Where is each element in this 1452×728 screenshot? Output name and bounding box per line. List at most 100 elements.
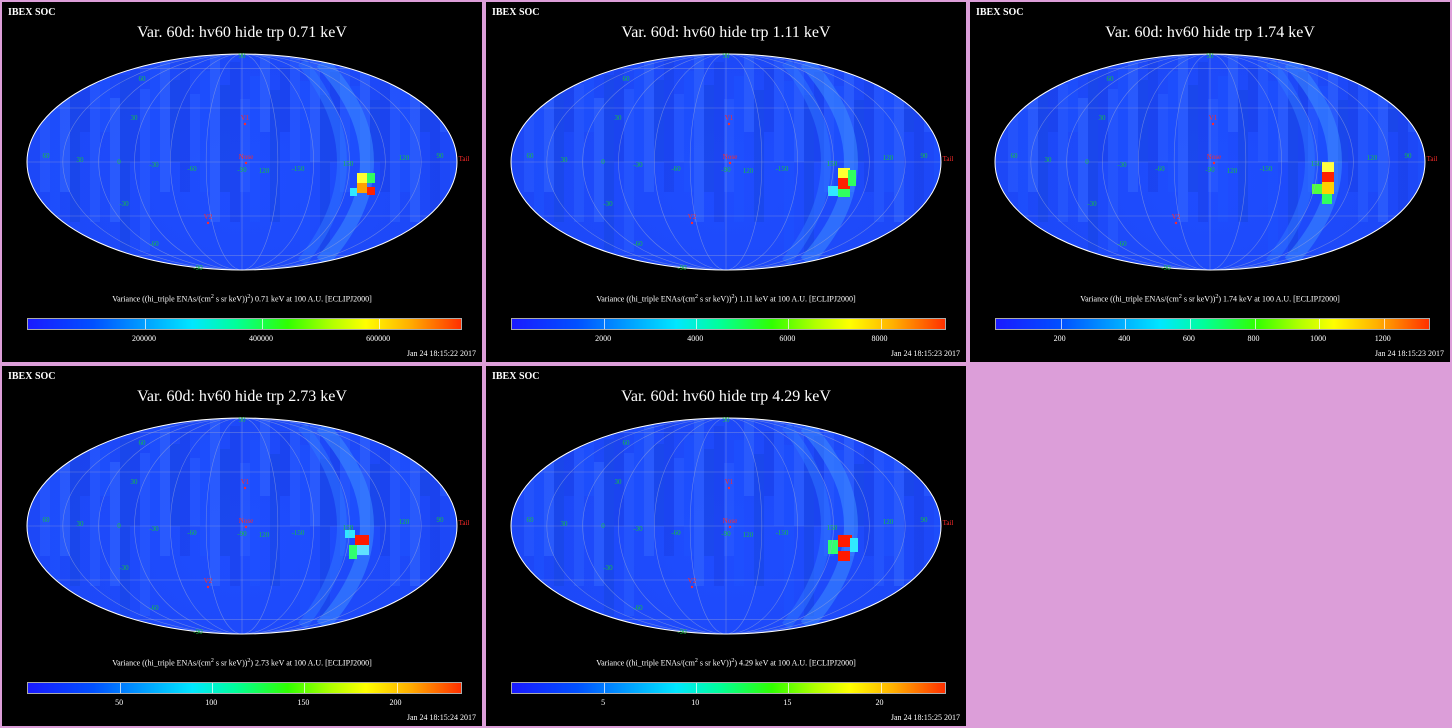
variance-pixel — [50, 420, 60, 586]
graticule-label: -30 — [1087, 200, 1097, 208]
colorbar-tick-label: 600000 — [366, 334, 391, 343]
colorbar-tick — [880, 683, 882, 693]
colorbar-title-part: ) 4.29 keV at 100 A.U. [ECLIPJ2000] — [734, 658, 856, 668]
graticule-label: -60 — [671, 165, 681, 173]
hot-pixel — [848, 170, 856, 186]
colorbar-title-part: Variance ((hi_triple ENAs/(cm — [1080, 294, 1179, 304]
variance-pixel — [794, 58, 804, 162]
variance-pixel — [250, 76, 260, 222]
graticule-label: 150 — [827, 160, 838, 168]
variance-pixel — [1168, 71, 1178, 192]
colorbar-title: Variance ((hi_triple ENAs/(cm2 s sr keV)… — [2, 294, 482, 304]
marker-dot — [206, 221, 210, 225]
v1-marker: V1 — [1209, 114, 1218, 122]
variance-pixel — [854, 464, 864, 526]
variance-pixel — [180, 57, 190, 192]
panel-title: Var. 60d: hv60 hide trp 1.74 keV — [1105, 24, 1315, 41]
variance-pixel — [1308, 54, 1318, 192]
variance-pixel — [400, 91, 410, 192]
colorbar-tick — [379, 319, 381, 329]
variance-pixel — [554, 434, 564, 586]
colorbar-title-part: s sr keV)) — [697, 658, 732, 668]
variance-pixel — [1368, 91, 1378, 192]
colorbar-title-part: Variance ((hi_triple ENAs/(cm — [112, 294, 211, 304]
hot-pixel — [357, 545, 369, 555]
colorbar-title-part: 2 — [731, 658, 735, 664]
variance-pixel — [854, 100, 864, 162]
variance-pixel — [704, 449, 714, 556]
variance-pixel — [1338, 100, 1348, 162]
variance-pixel — [410, 68, 420, 222]
variance-pixel — [30, 418, 40, 466]
colorbar-title-part: 2 — [1178, 294, 1182, 300]
graticule-label: -90 — [721, 166, 731, 174]
graticule-label: -60 — [149, 240, 159, 248]
variance-pixel — [1118, 66, 1128, 162]
variance-pixel — [1058, 84, 1068, 222]
variance-pixel — [914, 82, 924, 222]
colorbar-tick — [212, 683, 214, 693]
variance-pixel — [824, 418, 834, 556]
map-fill — [995, 54, 1425, 270]
variance-pixel — [230, 62, 240, 222]
variance-pixel — [1398, 82, 1408, 222]
variance-pixel — [634, 66, 644, 162]
variance-pixel — [534, 56, 544, 222]
hot-pixel — [838, 168, 850, 178]
graticule-label: -90 — [193, 264, 203, 272]
colorbar-tick-label: 100 — [205, 698, 218, 707]
sky-map: 60 30 0 -30 -60 -90 120 -150 150 120 90 60 30 -30 -60 9… — [994, 52, 1437, 272]
colorbar-title-part: 2 — [1215, 294, 1219, 300]
graticule-label: 60 — [1107, 75, 1115, 83]
graticule-label: -30 — [1117, 161, 1127, 169]
variance-pixel — [270, 90, 280, 222]
colorbar-tick — [1383, 319, 1385, 329]
colorbar-tick — [1189, 319, 1191, 329]
variance-pixel — [50, 56, 60, 222]
marker-dot — [243, 122, 247, 126]
variance-pixel — [574, 448, 584, 586]
graticule-label: 30 — [131, 114, 139, 122]
graticule-label: 120 — [399, 518, 410, 526]
sky-map-panel: IBEX SOC Var. 60d: hv60 hide trp 1.74 keV… — [970, 2, 1450, 362]
variance-pixel — [1138, 80, 1148, 162]
graticule-label: 90 — [723, 416, 731, 424]
colorbar-title-part: 2 — [731, 294, 735, 300]
graticule-label: 60 — [527, 516, 535, 524]
colorbar-tick — [788, 683, 790, 693]
colorbar-tick — [120, 683, 122, 693]
graticule-label: 120 — [259, 167, 270, 175]
variance-pixel — [1088, 75, 1098, 252]
graticule-label: 90 — [239, 416, 247, 424]
variance-pixel — [934, 460, 941, 586]
variance-pixel — [80, 54, 90, 132]
colorbar-tick-label: 50 — [115, 698, 124, 707]
timestamp: Jan 24 18:15:23 2017 — [890, 349, 960, 358]
graticule-label: 90 — [239, 52, 247, 60]
variance-pixel — [340, 418, 350, 556]
graticule-label: 60 — [139, 439, 147, 447]
panel-title: Var. 60d: hv60 hide trp 4.29 keV — [621, 388, 831, 405]
variance-pixel — [754, 90, 764, 222]
variance-pixel — [554, 70, 564, 222]
graticule-label: 30 — [615, 114, 623, 122]
map-fill — [27, 54, 457, 270]
variance-pixel — [674, 94, 684, 162]
graticule-label: 90 — [437, 152, 445, 160]
map-outline — [26, 53, 458, 271]
variance-pixel — [40, 443, 50, 556]
soc-label: IBEX SOC — [976, 7, 1024, 18]
colorbar-title-part: ) 1.74 keV at 100 A.U. [ECLIPJ2000] — [1218, 294, 1340, 304]
soc-label: IBEX SOC — [8, 371, 56, 382]
graticule-label: 60 — [139, 75, 147, 83]
variance-pixel — [884, 455, 894, 556]
graticule-label: -60 — [633, 604, 643, 612]
variance-pixel — [1038, 70, 1048, 222]
variance-pixel — [70, 70, 80, 222]
colorbar-tick-label: 10 — [691, 698, 700, 707]
variance-pixel — [1388, 54, 1398, 132]
marker-dot — [728, 161, 732, 165]
sky-map-panel: IBEX SOC Var. 60d: hv60 hide trp 1.11 keV… — [486, 2, 966, 362]
graticule-label: 0 — [601, 158, 605, 166]
variance-pixel — [400, 455, 410, 556]
